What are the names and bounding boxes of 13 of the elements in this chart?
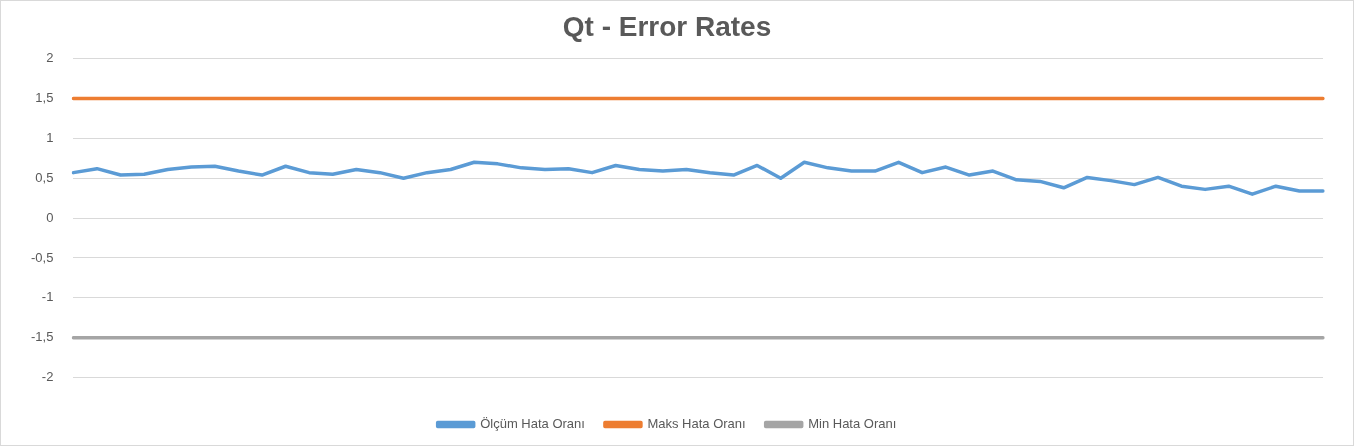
legend-label: Ölçüm Hata Oranı <box>480 416 585 432</box>
chart-title: Qt - Error Rates <box>562 10 772 42</box>
y-tick-label: -1,5 <box>30 329 54 345</box>
y-tick-label: -0,5 <box>30 249 54 265</box>
y-tick-label: 1 <box>46 129 54 145</box>
y-tick-label: 1,5 <box>35 90 54 106</box>
legend-label: Min Hata Oranı <box>808 416 897 432</box>
y-tick-label: 0,5 <box>35 169 54 185</box>
legend-label: Maks Hata Oranı <box>647 416 746 432</box>
y-tick-label: -1 <box>41 289 54 305</box>
y-tick-label: 0 <box>46 209 54 225</box>
y-tick-label: 2 <box>46 50 54 66</box>
y-tick-label: -2 <box>41 369 54 385</box>
